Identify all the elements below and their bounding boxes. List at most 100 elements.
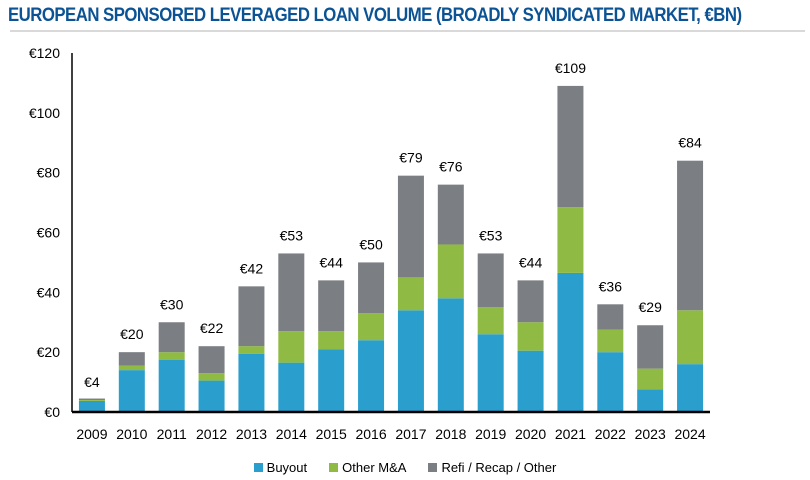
x-tick-label: 2020 xyxy=(515,426,546,442)
x-tick-label: 2010 xyxy=(116,426,147,442)
bar-buyout-2016 xyxy=(358,340,385,412)
bars xyxy=(78,85,704,412)
legend-swatch-refi xyxy=(428,463,438,472)
bar-buyout-2011 xyxy=(158,359,185,412)
bar-buyout-2012 xyxy=(198,380,225,412)
bar-other-m-a-2019 xyxy=(477,307,504,335)
bar-buyout-2020 xyxy=(517,350,544,412)
bar-other-m-a-2023 xyxy=(637,368,664,390)
total-label-2011: €30 xyxy=(160,296,184,312)
bar-other-m-a-2013 xyxy=(238,346,265,354)
bar-buyout-2024 xyxy=(677,364,704,412)
data-labels: €4 €20 €30 €22 €42 €53 €44 €50 €79 €76 €53 €44 €109 €… xyxy=(84,60,702,390)
bar-refi-recap-other-2010 xyxy=(118,352,145,366)
y-tick-label: €60 xyxy=(37,225,61,241)
legend-label-buyout: Buyout xyxy=(266,460,308,475)
bar-refi-recap-other-2011 xyxy=(158,322,185,353)
bar-other-m-a-2015 xyxy=(318,331,345,350)
x-tick-label: 2011 xyxy=(157,426,187,442)
bar-buyout-2023 xyxy=(637,389,664,412)
chart-title: EUROPEAN SPONSORED LEVERAGED LOAN VOLUME… xyxy=(8,4,742,26)
bar-refi-recap-other-2015 xyxy=(318,280,345,332)
bar-other-m-a-2021 xyxy=(557,207,584,273)
bar-refi-recap-other-2009 xyxy=(78,398,105,401)
total-label-2014: €53 xyxy=(280,227,304,243)
bar-buyout-2014 xyxy=(278,362,305,412)
total-label-2021: €109 xyxy=(555,60,586,76)
bar-refi-recap-other-2022 xyxy=(597,304,624,330)
bar-buyout-2015 xyxy=(318,349,345,412)
bar-buyout-2009 xyxy=(78,400,105,412)
y-tick-label: €120 xyxy=(29,45,60,61)
x-tick-label: 2013 xyxy=(236,426,267,442)
x-tick-label: 2016 xyxy=(355,426,386,442)
x-tick-label: 2012 xyxy=(196,426,227,442)
x-tick-label: 2009 xyxy=(76,426,107,442)
legend-label-refi: Refi / Recap / Other xyxy=(441,460,557,475)
bar-other-m-a-2017 xyxy=(397,277,424,311)
total-label-2013: €42 xyxy=(240,260,264,276)
y-tick-label: €100 xyxy=(29,105,60,121)
title-divider xyxy=(10,30,805,32)
x-tick-label: 2021 xyxy=(555,426,586,442)
y-tick-label: €40 xyxy=(37,284,61,300)
total-label-2012: €22 xyxy=(200,320,224,336)
bar-other-m-a-2016 xyxy=(358,313,385,341)
x-tick-label: 2022 xyxy=(595,426,626,442)
bar-other-m-a-2011 xyxy=(158,352,185,360)
total-label-2019: €53 xyxy=(479,227,503,243)
total-label-2016: €50 xyxy=(359,236,383,252)
bar-refi-recap-other-2021 xyxy=(557,85,584,208)
bar-other-m-a-2018 xyxy=(437,244,464,299)
total-label-2015: €44 xyxy=(320,254,344,270)
bar-other-m-a-2024 xyxy=(677,310,704,365)
legend: Buyout Other M&A Refi / Recap / Other xyxy=(0,460,810,475)
bar-other-m-a-2020 xyxy=(517,322,544,351)
total-label-2020: €44 xyxy=(519,254,543,270)
bar-other-m-a-2010 xyxy=(118,365,145,371)
legend-item-buyout: Buyout xyxy=(253,460,308,475)
bar-buyout-2017 xyxy=(397,310,424,412)
x-tick-label: 2017 xyxy=(395,426,426,442)
legend-item-refi: Refi / Recap / Other xyxy=(428,460,556,475)
bar-refi-recap-other-2024 xyxy=(677,160,704,311)
bar-refi-recap-other-2016 xyxy=(358,262,385,314)
bar-refi-recap-other-2023 xyxy=(637,325,664,369)
bar-refi-recap-other-2014 xyxy=(278,253,305,332)
x-tick-label: 2015 xyxy=(316,426,347,442)
bar-buyout-2018 xyxy=(437,298,464,412)
bar-other-m-a-2012 xyxy=(198,373,225,381)
total-label-2022: €36 xyxy=(599,278,623,294)
bar-buyout-2010 xyxy=(118,370,145,412)
bar-other-m-a-2014 xyxy=(278,331,305,363)
bar-refi-recap-other-2020 xyxy=(517,280,544,323)
legend-label-other-ma: Other M&A xyxy=(342,460,407,475)
bar-buyout-2013 xyxy=(238,353,265,412)
total-label-2009: €4 xyxy=(84,374,100,390)
total-label-2018: €76 xyxy=(439,159,463,175)
bar-buyout-2021 xyxy=(557,272,584,412)
bar-other-m-a-2009 xyxy=(78,400,105,401)
bar-buyout-2022 xyxy=(597,352,624,412)
y-tick-label: €80 xyxy=(37,165,61,181)
bar-refi-recap-other-2013 xyxy=(238,286,265,347)
total-label-2017: €79 xyxy=(399,150,423,166)
y-tick-label: €20 xyxy=(37,344,61,360)
x-tick-label: 2024 xyxy=(674,426,705,442)
total-label-2023: €29 xyxy=(639,299,663,315)
legend-swatch-other-ma xyxy=(329,463,339,472)
x-axis-ticks: 2009 2010 2011 2012 2013 2014 2015 2016 2017 2018… xyxy=(76,426,705,442)
bar-refi-recap-other-2017 xyxy=(397,175,424,278)
total-label-2024: €84 xyxy=(678,135,702,151)
y-axis-ticks: €0 €20 €40 €60 €80 €100 €120 xyxy=(29,45,60,420)
legend-swatch-buyout xyxy=(253,463,263,472)
x-tick-label: 2014 xyxy=(276,426,307,442)
y-tick-label: €0 xyxy=(44,404,60,420)
bar-refi-recap-other-2012 xyxy=(198,346,225,374)
bar-buyout-2019 xyxy=(477,334,504,412)
bar-other-m-a-2022 xyxy=(597,329,624,353)
bar-refi-recap-other-2019 xyxy=(477,253,504,308)
x-tick-label: 2018 xyxy=(435,426,466,442)
legend-item-other-ma: Other M&A xyxy=(329,460,406,475)
total-label-2010: €20 xyxy=(120,326,144,342)
